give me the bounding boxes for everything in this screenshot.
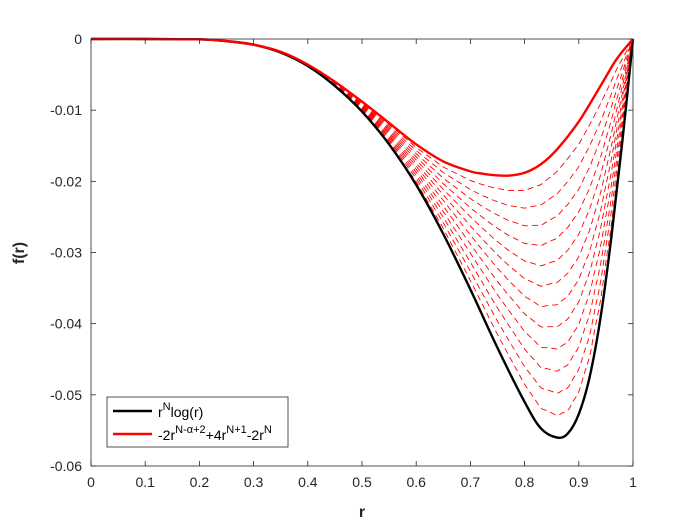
x-tick-label: 0 [87,474,95,490]
x-tick-label: 0.4 [298,474,318,490]
y-tick-label: -0.03 [50,245,82,261]
legend: rNlog(r) -2rN-α+2+4rN+1-2rN [106,396,289,448]
legend-label-black: rNlog(r) [158,401,203,420]
x-tick-label: 0.7 [461,474,481,490]
y-axis-label: f(r) [11,242,28,264]
x-tick-label: 0.1 [135,474,155,490]
x-tick-label: 1 [629,474,637,490]
y-tick-label: -0.04 [50,316,82,332]
x-tick-label: 0.2 [190,474,210,490]
tick-labels: 0 0.1 0.2 0.3 0.4 0.5 0.6 0.7 0.8 0.9 1 0 -0.01 -0.02… [50,31,637,490]
y-tick-label: -0.06 [50,458,82,474]
x-tick-label: 0.8 [515,474,535,490]
legend-label-red: -2rN-α+2+4rN+1-2rN [158,424,272,443]
x-axis-label: r [359,504,365,521]
y-tick-label: 0 [74,31,82,47]
axes [90,38,634,467]
x-tick-label: 0.9 [569,474,589,490]
x-tick-label: 0.3 [244,474,264,490]
y-tick-label: -0.01 [50,102,82,118]
x-tick-label: 0.5 [352,474,372,490]
x-tick-label: 0.6 [406,474,426,490]
y-tick-label: -0.02 [50,173,82,189]
y-tick-label: -0.05 [50,387,82,403]
legend-box [106,396,289,448]
red-curve [90,37,634,177]
series-curves [90,37,635,439]
